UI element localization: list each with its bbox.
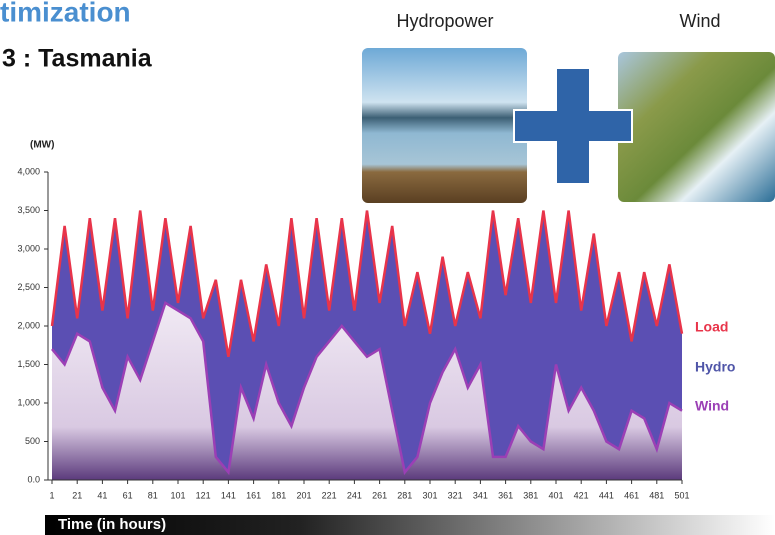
x-tick-label: 461: [624, 490, 639, 500]
y-tick-label: 500: [25, 436, 40, 446]
x-tick-label: 61: [123, 490, 133, 500]
hydropower-photo: [362, 48, 527, 203]
y-tick-label: 4,000: [17, 166, 40, 176]
x-tick-label: 421: [574, 490, 589, 500]
x-tick-label: 41: [97, 490, 107, 500]
plot: 0.0 500 1,000 1,500 2,000 2,500 3,000 3,500 4,00…: [17, 166, 735, 500]
wind-photo: [618, 52, 775, 202]
slide: timization 3 : Tasmania Hydropower Wind …: [0, 0, 775, 535]
x-tick-label: 21: [72, 490, 82, 500]
y-tick-label: 3,000: [17, 243, 40, 253]
x-tick-label: 241: [347, 490, 362, 500]
x-tick-label: 161: [246, 490, 261, 500]
x-tick-label: 501: [674, 490, 689, 500]
x-tick-label: 281: [397, 490, 412, 500]
x-tick-label: 381: [523, 490, 538, 500]
x-tick-label: 101: [170, 490, 185, 500]
x-tick-label: 441: [599, 490, 614, 500]
y-tick-label: 3,500: [17, 205, 40, 215]
x-tick-label: 321: [448, 490, 463, 500]
x-tick-label: 261: [372, 490, 387, 500]
slide-title: timization: [0, 0, 131, 27]
legend-label: Load: [695, 319, 728, 335]
y-tick-label: 2,000: [17, 320, 40, 330]
x-tick-label: 201: [296, 490, 311, 500]
x-tick-label: 341: [473, 490, 488, 500]
x-tick-label: 301: [422, 490, 437, 500]
x-tick-label: 141: [221, 490, 236, 500]
x-tick-label: 401: [548, 490, 563, 500]
x-tick-label: 1: [49, 490, 54, 500]
y-axis-label: (MW): [30, 140, 54, 151]
legend-label: Wind: [695, 398, 729, 414]
x-tick-label: 481: [649, 490, 664, 500]
y-tick-label: 0.0: [27, 474, 40, 484]
x-tick-label: 361: [498, 490, 513, 500]
y-tick-label: 2,500: [17, 282, 40, 292]
image-label: Hydropower: [396, 11, 493, 31]
x-tick-label: 181: [271, 490, 286, 500]
plus-sign: [514, 68, 632, 184]
image-label: Wind: [679, 11, 720, 31]
x-tick-label: 121: [196, 490, 211, 500]
x-axis-label: Time (in hours): [58, 516, 166, 533]
y-tick-label: 1,500: [17, 359, 40, 369]
legend-label: Hydro: [695, 359, 735, 375]
slide-subtitle: 3 : Tasmania: [2, 45, 153, 73]
y-tick-label: 1,000: [17, 397, 40, 407]
x-tick-label: 221: [322, 490, 337, 500]
x-tick-label: 81: [148, 490, 158, 500]
